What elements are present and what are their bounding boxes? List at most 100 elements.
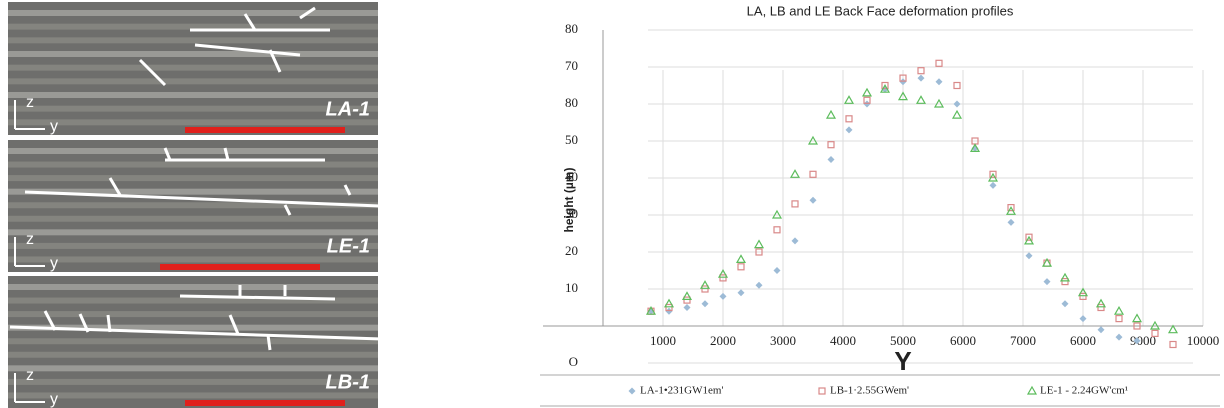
point bbox=[899, 74, 907, 82]
y-tick-label: 30 bbox=[565, 206, 578, 221]
point bbox=[953, 100, 961, 108]
point bbox=[683, 296, 691, 304]
ply-layer bbox=[8, 105, 378, 112]
ply-layer bbox=[8, 297, 378, 304]
legend-marker bbox=[628, 387, 636, 395]
point bbox=[863, 96, 871, 104]
point bbox=[933, 98, 945, 108]
point bbox=[1005, 206, 1017, 215]
point bbox=[737, 289, 745, 297]
point bbox=[773, 226, 781, 234]
y-axis-label: height (µm) bbox=[562, 168, 576, 233]
ply-layer bbox=[8, 256, 378, 263]
crack bbox=[391, 181, 400, 201]
y-tick-label: 70 bbox=[565, 58, 578, 73]
ply-layer bbox=[8, 378, 378, 385]
crack bbox=[194, 43, 301, 57]
point bbox=[753, 239, 765, 249]
axis-letter: z bbox=[26, 367, 34, 384]
ply-layer bbox=[8, 148, 378, 154]
point bbox=[683, 304, 691, 311]
ply-layer bbox=[8, 175, 378, 182]
point bbox=[825, 109, 837, 119]
point bbox=[1041, 257, 1053, 267]
axis-letter: y bbox=[50, 118, 58, 135]
point bbox=[807, 135, 819, 145]
point bbox=[1169, 340, 1177, 349]
crack bbox=[163, 147, 172, 161]
crack bbox=[108, 177, 122, 196]
x-tick-label: 3000 bbox=[770, 333, 796, 348]
x-tick-label: 6000 bbox=[1070, 333, 1096, 348]
crack bbox=[223, 147, 230, 161]
scale-bar bbox=[185, 400, 345, 406]
point bbox=[861, 87, 873, 97]
legend-label: LB-1·2.55GWem' bbox=[830, 385, 909, 397]
ply-layer bbox=[8, 161, 378, 168]
crack bbox=[268, 49, 282, 73]
ply-layer bbox=[8, 324, 378, 331]
point bbox=[717, 268, 729, 278]
panel-label: LB-1 bbox=[326, 371, 370, 393]
legend-label: LE-1 - 2.24GW'cm¹ bbox=[1040, 385, 1128, 397]
point bbox=[1079, 315, 1087, 323]
point bbox=[827, 141, 835, 149]
ply-layer bbox=[8, 10, 378, 16]
ply-layer bbox=[8, 284, 378, 290]
ply-layer bbox=[8, 311, 378, 318]
point bbox=[755, 248, 763, 256]
legend-label: LA-1•231GW1em' bbox=[640, 385, 723, 397]
x-tick-label: 1000 bbox=[650, 333, 676, 348]
point bbox=[809, 170, 817, 178]
point bbox=[665, 307, 673, 315]
ply-layer bbox=[8, 215, 378, 222]
crack bbox=[243, 13, 257, 31]
ply-layer bbox=[8, 365, 378, 372]
point bbox=[755, 281, 763, 289]
point bbox=[1097, 326, 1105, 334]
point bbox=[987, 172, 999, 182]
axis-letter: z bbox=[26, 231, 34, 248]
ply-layer bbox=[8, 64, 378, 71]
x-tick-label: 10000 bbox=[1187, 333, 1220, 348]
crack bbox=[43, 310, 57, 331]
point bbox=[1113, 305, 1125, 315]
point bbox=[953, 81, 961, 90]
point bbox=[845, 126, 853, 134]
scale-bar bbox=[185, 127, 345, 133]
crack bbox=[398, 320, 407, 337]
point bbox=[1133, 322, 1141, 330]
point bbox=[771, 209, 783, 219]
panel-label: LA-1 bbox=[326, 98, 370, 120]
point bbox=[1131, 313, 1143, 323]
x-tick-label: 4000 bbox=[830, 333, 856, 348]
ply-layer bbox=[8, 392, 378, 399]
y-tick-label: 40 bbox=[565, 169, 578, 184]
point bbox=[663, 298, 675, 308]
ply-layer bbox=[8, 242, 378, 249]
point bbox=[1061, 278, 1069, 286]
crack bbox=[343, 184, 352, 196]
y-tick-label: O bbox=[569, 354, 578, 369]
legend-marker bbox=[818, 387, 826, 395]
panel-label: LE-1 bbox=[327, 235, 370, 257]
point bbox=[1167, 324, 1179, 334]
point bbox=[935, 78, 943, 86]
point bbox=[699, 280, 711, 289]
ply-layer bbox=[8, 202, 378, 209]
point bbox=[935, 59, 943, 67]
crack bbox=[283, 204, 292, 216]
point bbox=[1149, 320, 1161, 330]
point bbox=[1043, 278, 1051, 286]
point bbox=[1077, 287, 1089, 297]
ply-layer bbox=[8, 351, 378, 358]
point bbox=[645, 305, 657, 315]
point bbox=[1151, 329, 1159, 337]
scale-bar bbox=[160, 264, 320, 270]
point bbox=[719, 274, 727, 282]
axis-letter: y bbox=[50, 391, 58, 408]
point bbox=[917, 67, 925, 75]
y-tick-label: 20 bbox=[565, 243, 578, 258]
ply-layer bbox=[8, 119, 378, 126]
